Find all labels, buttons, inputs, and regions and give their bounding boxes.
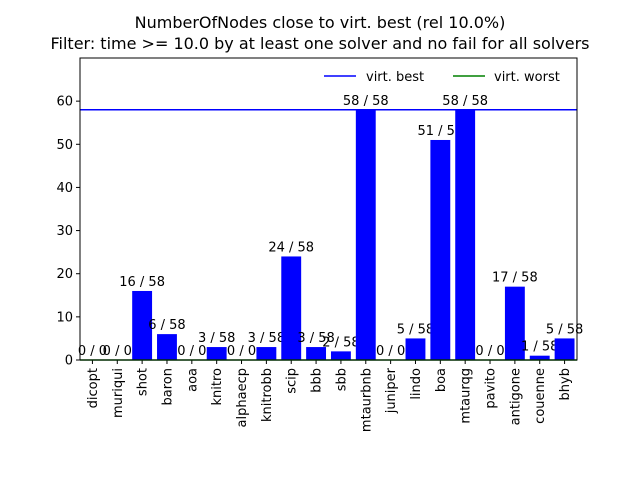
chart-subtitle: Filter: time >= 10.0 by at least one sol… [50, 34, 589, 53]
x-tick-label-mtaurqg: mtaurqg [459, 368, 474, 424]
bar-label-sbb: 2 / 58 [322, 335, 359, 350]
bar-label-shot: 16 / 58 [119, 275, 165, 290]
bar-label-pavito: 0 / 0 [475, 344, 504, 359]
bar-label-antigone: 17 / 58 [492, 271, 538, 286]
bar-label-dicopt: 0 / 0 [78, 344, 107, 359]
x-tick-label-muriqui: muriqui [111, 368, 126, 418]
bar-knitrobb [256, 347, 277, 360]
x-tick-label-knitrobb: knitrobb [260, 368, 275, 422]
y-tick-label-30: 30 [56, 224, 73, 239]
bar-label-bhyb: 5 / 58 [546, 322, 583, 337]
bar-label-boa: 51 / 58 [417, 124, 463, 139]
bar-lindo [405, 338, 426, 360]
legend: virt. best virt. worst [324, 70, 560, 85]
legend-label-virt-best: virt. best [366, 70, 424, 85]
bar-boa [430, 139, 451, 360]
bar-label-mtaurbnb: 58 / 58 [343, 94, 389, 109]
bar-mtaurbnb [355, 109, 376, 361]
legend-label-virt-worst: virt. worst [494, 70, 560, 85]
x-tick-label-baron: baron [160, 368, 175, 405]
x-tick-label-bhyb: bhyb [558, 368, 573, 400]
y-tick-label-0: 0 [65, 354, 73, 369]
x-tick-label-sbb: sbb [334, 368, 349, 391]
x-tick-label-mtaurbnb: mtaurbnb [359, 368, 374, 432]
bar-scip [281, 256, 302, 360]
x-tick-label-aoa: aoa [185, 368, 200, 392]
x-tick-label-knitro: knitro [210, 368, 225, 406]
bar-label-bbb: 3 / 58 [297, 331, 334, 346]
bar-label-muriqui: 0 / 0 [103, 344, 132, 359]
bar-mtaurqg [455, 109, 476, 361]
bar-label-mtaurqg: 58 / 58 [442, 94, 488, 109]
y-tick-label-40: 40 [56, 181, 73, 196]
x-tick-label-bbb: bbb [310, 368, 325, 393]
x-tick-label-pavito: pavito [484, 368, 499, 409]
y-tick-label-60: 60 [56, 95, 73, 110]
y-tick-label-50: 50 [56, 138, 73, 153]
y-tick-label-20: 20 [56, 267, 73, 282]
bar-knitro [206, 347, 227, 360]
bar-label-scip: 24 / 58 [268, 240, 314, 255]
bar-label-knitrobb: 3 / 58 [248, 331, 285, 346]
bar-couenne [529, 355, 550, 360]
x-tick-label-couenne: couenne [533, 368, 548, 424]
x-tick-label-dicopt: dicopt [86, 368, 101, 408]
bar-label-alphaecp: 0 / 0 [227, 344, 256, 359]
axes-frame [79, 57, 578, 361]
bar-bbb [306, 347, 327, 360]
chart-title: NumberOfNodes close to virt. best (rel 1… [135, 13, 506, 32]
bar-sbb [330, 351, 351, 360]
x-tick-label-lindo: lindo [409, 368, 424, 400]
x-tick-label-boa: boa [434, 368, 449, 392]
bar-shot [132, 290, 153, 360]
bar-label-lindo: 5 / 58 [397, 322, 434, 337]
y-tick-label-10: 10 [56, 310, 73, 325]
x-tick-label-juniper: juniper [384, 367, 399, 414]
bar-bhyb [554, 338, 575, 360]
x-tick-label-shot: shot [136, 368, 151, 396]
bar-label-aoa: 0 / 0 [177, 344, 206, 359]
bar-antigone [504, 286, 525, 360]
x-tick-label-scip: scip [285, 368, 300, 394]
x-tick-label-alphaecp: alphaecp [235, 368, 250, 427]
x-tick-label-antigone: antigone [508, 368, 523, 425]
bar-label-baron: 6 / 58 [148, 318, 185, 333]
bar-label-couenne: 1 / 58 [521, 340, 558, 355]
bar-baron [157, 334, 177, 360]
bar-label-knitro: 3 / 58 [198, 331, 235, 346]
bar-label-juniper: 0 / 0 [376, 344, 405, 359]
